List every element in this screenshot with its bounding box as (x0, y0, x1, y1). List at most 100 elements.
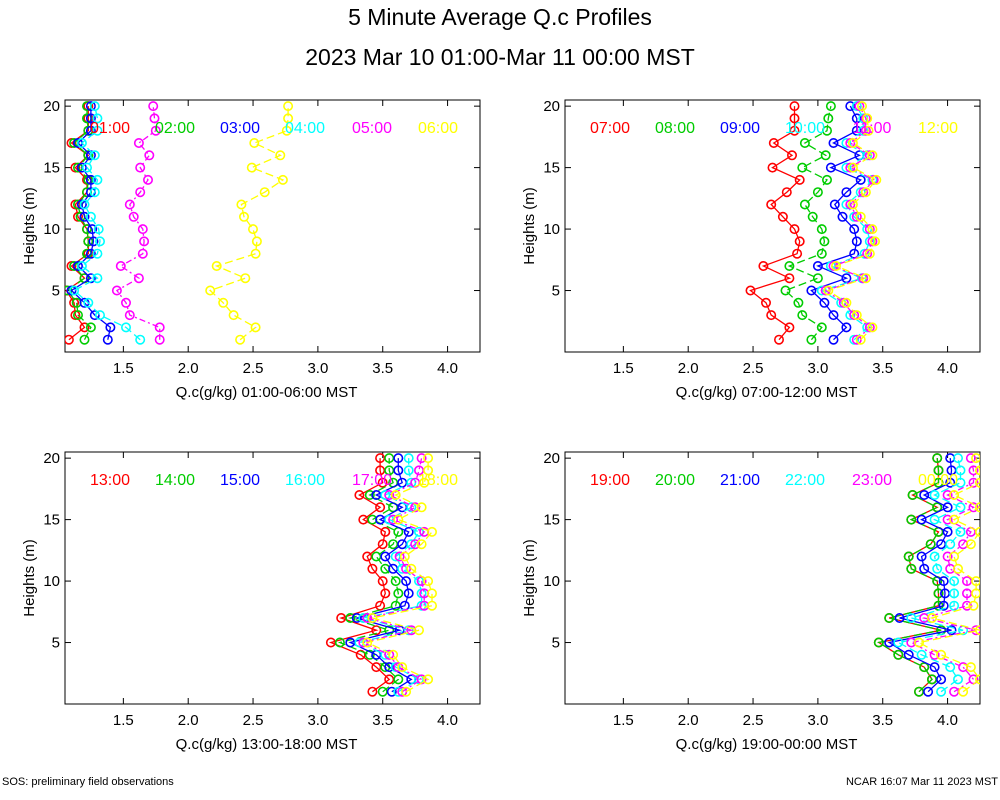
data-point (841, 187, 852, 198)
data-point (85, 125, 96, 136)
x-tick-label: 2.0 (178, 360, 199, 377)
data-point (250, 248, 261, 259)
data-point (85, 174, 96, 185)
data-point (777, 211, 788, 222)
data-point (394, 551, 405, 562)
data-point (932, 563, 943, 574)
data-point (235, 334, 246, 345)
data-point (965, 539, 976, 550)
data-point (423, 674, 434, 685)
data-point (375, 600, 386, 611)
data-point (806, 285, 817, 296)
data-point (851, 310, 862, 321)
data-point (92, 125, 103, 136)
data-point (79, 199, 90, 210)
data-point (971, 588, 980, 599)
data-point (841, 297, 852, 308)
data-point (386, 686, 397, 697)
data-point (812, 260, 823, 271)
data-point (860, 187, 871, 198)
data-point (936, 686, 947, 697)
data-point (916, 649, 927, 660)
data-point (275, 150, 286, 161)
x-tick-label: 1.5 (613, 360, 634, 377)
x-tick-label: 2.5 (743, 360, 764, 377)
data-point (423, 576, 434, 587)
data-point (228, 310, 239, 321)
legend-entry: 01:00 (90, 120, 130, 137)
legend-entry: 03:00 (220, 120, 260, 137)
data-point (961, 588, 972, 599)
data-point (855, 211, 866, 222)
legend-entry: 22:00 (785, 472, 825, 489)
data-point (144, 150, 155, 161)
data-point (820, 150, 831, 161)
data-point (211, 260, 222, 271)
data-point (79, 211, 90, 222)
data-point (760, 297, 771, 308)
data-point (806, 334, 817, 345)
data-point (864, 248, 875, 259)
series-line (115, 106, 161, 340)
data-point (89, 150, 100, 161)
data-point (856, 101, 867, 112)
data-point (784, 322, 795, 333)
data-point (135, 162, 146, 173)
data-point (92, 273, 103, 284)
data-point (367, 686, 378, 697)
legend-entry: 19:00 (590, 472, 630, 489)
data-point (933, 465, 944, 476)
data-point (83, 236, 94, 247)
data-point (401, 686, 412, 697)
data-point (830, 260, 841, 271)
data-point (248, 224, 259, 235)
data-point (76, 138, 87, 149)
data-point (354, 489, 365, 500)
plot-frame (64, 99, 481, 353)
y-axis-label: Heights (m) (21, 187, 38, 265)
data-point (83, 297, 94, 308)
data-point (150, 125, 161, 136)
series-line (70, 106, 112, 340)
data-point (92, 248, 103, 259)
data-point (825, 101, 836, 112)
data-point (236, 199, 247, 210)
data-point (965, 453, 976, 464)
data-point (949, 576, 960, 587)
data-point (906, 612, 917, 623)
legend-entry: 04:00 (285, 120, 325, 137)
data-point (380, 526, 391, 537)
legend-entry: 10:00 (785, 120, 825, 137)
data-point (79, 322, 90, 333)
data-point (780, 285, 791, 296)
data-point (283, 101, 294, 112)
data-point (867, 224, 878, 235)
data-point (364, 649, 375, 660)
data-point (73, 310, 84, 321)
y-axis-label: Heights (m) (521, 187, 538, 265)
data-point (884, 612, 895, 623)
data-point (249, 138, 260, 149)
data-point (137, 224, 148, 235)
data-point (975, 674, 980, 685)
x-tick-label: 1.5 (113, 360, 134, 377)
data-point (65, 334, 74, 345)
data-point (105, 322, 116, 333)
data-point (406, 477, 417, 488)
data-point (371, 625, 382, 636)
x-tick-label: 1.5 (613, 712, 634, 729)
data-point (799, 199, 810, 210)
data-point (73, 260, 84, 271)
data-point (841, 162, 852, 173)
legend-entry: 11:00 (853, 120, 892, 137)
data-point (281, 125, 292, 136)
data-point (933, 477, 944, 488)
y-tick-label: 20 (43, 450, 60, 467)
data-point (828, 334, 839, 345)
data-point (789, 224, 800, 235)
data-point (849, 224, 860, 235)
series-group (745, 101, 882, 345)
data-point (938, 576, 949, 587)
data-point (135, 187, 146, 198)
data-point (971, 625, 980, 636)
